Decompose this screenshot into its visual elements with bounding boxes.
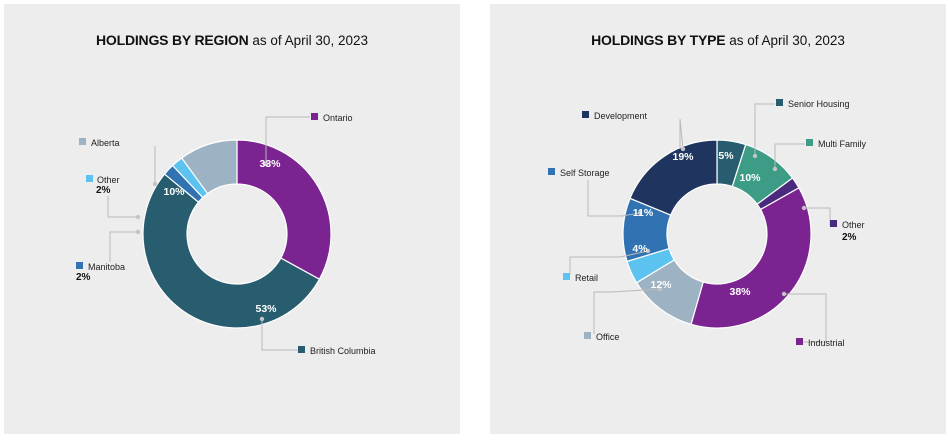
slice-pct-senior-housing: 5% <box>718 150 734 162</box>
legend-swatch <box>563 273 570 280</box>
legend-label: Industrial <box>808 338 845 348</box>
slice-development <box>629 139 718 216</box>
slice-british-columbia <box>142 173 321 329</box>
leader-dot <box>645 248 651 254</box>
legend-label: Retail <box>575 273 598 283</box>
leader-dot <box>752 153 758 159</box>
leader-dot <box>680 146 686 152</box>
chart-panel-type: HOLDINGS BY TYPE as of April 30, 2023 Se… <box>490 4 946 434</box>
chart-title-region: HOLDINGS BY REGION as of April 30, 2023 <box>4 32 460 48</box>
legend-label: Multi Family <box>818 139 867 149</box>
leader-line <box>754 103 775 156</box>
leader-line <box>784 293 827 343</box>
legend-item-ontario: Ontario <box>263 113 353 167</box>
slice-pct-ontario: 33% <box>259 158 281 170</box>
chart-title-text: HOLDINGS BY TYPE <box>591 32 726 48</box>
leader-dot <box>801 205 807 211</box>
legend-item-development: Development <box>582 111 686 152</box>
legend-item-retail: Retail <box>563 248 651 283</box>
legend-label: Self Storage <box>560 168 610 178</box>
legend-label: Development <box>594 111 648 121</box>
leader-dot <box>135 214 141 220</box>
legend-swatch <box>548 168 555 175</box>
slice-pct-development: 19% <box>672 151 694 163</box>
slice-pct-alberta: 10% <box>163 186 185 198</box>
slice-alberta <box>180 139 238 195</box>
leader-line <box>679 118 684 150</box>
legend-swatch <box>796 338 803 345</box>
slice-pct-office: 12% <box>650 279 672 291</box>
legend-pct: 2% <box>76 272 91 283</box>
legend-item-industrial: Industrial <box>781 291 845 348</box>
slice-pct-british-columbia: 53% <box>255 303 277 315</box>
slice-pct-multi-family: 10% <box>739 172 761 184</box>
legend-swatch <box>806 139 813 146</box>
leader-line <box>265 116 310 164</box>
legend-label: Office <box>596 332 619 342</box>
chart-panel-region: HOLDINGS BY REGION as of April 30, 2023 … <box>4 4 460 434</box>
legend-label: Senior Housing <box>788 99 850 109</box>
legend-item-multi-family: Multi Family <box>772 139 867 172</box>
leader-dot <box>135 229 141 235</box>
leader-line <box>109 231 138 262</box>
slice-industrial <box>690 187 812 329</box>
legend-item-senior-housing: Senior Housing <box>752 99 850 159</box>
legend-swatch <box>830 220 837 227</box>
leader-dot <box>657 286 663 292</box>
leader-dot <box>259 316 265 322</box>
legend-pct: 2% <box>96 185 111 196</box>
legend-pct: 2% <box>842 232 857 243</box>
legend-label: Alberta <box>91 138 120 148</box>
leader-dot <box>781 291 787 297</box>
legend-item-british-columbia: British Columbia <box>259 316 376 356</box>
legend-item-alberta: Alberta <box>79 138 158 187</box>
leader-dot <box>772 166 778 172</box>
leader-line <box>774 143 805 169</box>
legend-swatch <box>776 99 783 106</box>
chart-subtitle-text: as of April 30, 2023 <box>729 33 845 48</box>
legend-swatch <box>86 175 93 182</box>
legend-swatch <box>311 113 318 120</box>
legend-label: Other <box>97 175 120 185</box>
leader-line <box>107 196 138 218</box>
leader-dot <box>637 210 643 216</box>
legend-swatch <box>584 332 591 339</box>
legend-item-office: Office <box>584 286 663 342</box>
chart-title-type: HOLDINGS BY TYPE as of April 30, 2023 <box>490 32 946 48</box>
legend-item-other: Other 2% <box>801 205 865 243</box>
donut-chart-type: Senior Housing Multi Family Other 2% Industr… <box>548 99 867 348</box>
legend-swatch <box>298 346 305 353</box>
slice-ontario <box>236 139 332 281</box>
legend-swatch <box>76 262 83 269</box>
legend-label: Manitoba <box>88 262 125 272</box>
legend-item-self-storage: Self Storage <box>548 168 643 217</box>
leader-line <box>569 250 649 274</box>
slice-pct-retail: 4% <box>632 243 648 255</box>
chart-title-text: HOLDINGS BY REGION <box>96 32 249 48</box>
legend-label: British Columbia <box>310 346 376 356</box>
leader-line <box>261 319 298 351</box>
slice-pct-industrial: 38% <box>729 286 751 298</box>
leader-line <box>587 180 641 217</box>
slice-pct-self-storage: 11% <box>633 207 654 219</box>
legend-label: Ontario <box>323 113 353 123</box>
leader-line <box>593 288 661 334</box>
leader-dot <box>263 161 269 167</box>
legend-swatch <box>582 111 589 118</box>
chart-subtitle-text: as of April 30, 2023 <box>252 33 368 48</box>
legend-swatch <box>79 138 86 145</box>
legend-label: Other <box>842 220 865 230</box>
leader-dot <box>152 181 158 187</box>
